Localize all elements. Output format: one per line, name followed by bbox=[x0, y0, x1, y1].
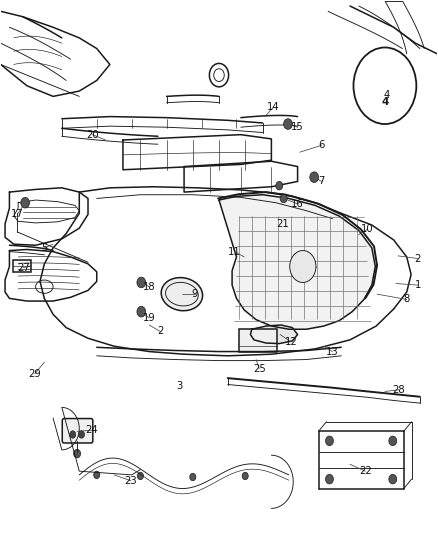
Text: 10: 10 bbox=[361, 224, 374, 235]
Text: 4: 4 bbox=[384, 90, 390, 100]
Circle shape bbox=[284, 119, 292, 130]
Circle shape bbox=[389, 436, 397, 446]
Text: 11: 11 bbox=[228, 247, 240, 256]
Text: 4: 4 bbox=[381, 96, 389, 107]
Text: 25: 25 bbox=[253, 364, 265, 374]
Circle shape bbox=[21, 197, 29, 208]
Text: 2: 2 bbox=[414, 254, 421, 263]
Text: 28: 28 bbox=[392, 385, 405, 395]
Text: 14: 14 bbox=[267, 102, 280, 112]
Ellipse shape bbox=[161, 278, 203, 311]
FancyBboxPatch shape bbox=[13, 260, 31, 272]
Text: 19: 19 bbox=[143, 313, 155, 323]
Text: 21: 21 bbox=[276, 219, 289, 229]
Circle shape bbox=[138, 472, 144, 480]
Text: 6: 6 bbox=[318, 140, 325, 150]
Circle shape bbox=[389, 474, 397, 484]
Text: 1: 1 bbox=[414, 280, 421, 290]
Circle shape bbox=[78, 431, 85, 438]
Text: 12: 12 bbox=[285, 337, 297, 347]
Text: 9: 9 bbox=[192, 289, 198, 299]
FancyBboxPatch shape bbox=[62, 418, 93, 443]
Circle shape bbox=[74, 449, 81, 458]
Circle shape bbox=[242, 472, 248, 480]
Circle shape bbox=[94, 471, 100, 479]
Circle shape bbox=[276, 181, 283, 190]
Text: 18: 18 bbox=[143, 282, 155, 292]
Text: 15: 15 bbox=[291, 122, 304, 132]
Text: 8: 8 bbox=[404, 294, 410, 304]
Circle shape bbox=[137, 277, 146, 288]
Circle shape bbox=[290, 251, 316, 282]
Circle shape bbox=[310, 172, 318, 182]
Circle shape bbox=[137, 306, 146, 317]
Polygon shape bbox=[251, 325, 297, 344]
Text: 29: 29 bbox=[28, 369, 41, 379]
FancyBboxPatch shape bbox=[239, 329, 277, 352]
Text: 24: 24 bbox=[85, 425, 98, 435]
Text: 27: 27 bbox=[17, 263, 30, 272]
Text: 20: 20 bbox=[86, 130, 99, 140]
Circle shape bbox=[280, 194, 287, 203]
Text: 2: 2 bbox=[157, 326, 163, 336]
Text: 16: 16 bbox=[291, 199, 304, 209]
Circle shape bbox=[353, 47, 417, 124]
Text: 7: 7 bbox=[318, 176, 325, 187]
Text: 23: 23 bbox=[124, 476, 137, 486]
Circle shape bbox=[190, 473, 196, 481]
Circle shape bbox=[325, 436, 333, 446]
Text: 5: 5 bbox=[41, 243, 48, 253]
Text: 13: 13 bbox=[326, 346, 339, 357]
Circle shape bbox=[70, 431, 76, 438]
Polygon shape bbox=[219, 195, 375, 329]
Text: 17: 17 bbox=[11, 209, 24, 220]
Text: 22: 22 bbox=[359, 466, 371, 476]
Circle shape bbox=[325, 474, 333, 484]
Text: 3: 3 bbox=[177, 381, 183, 391]
